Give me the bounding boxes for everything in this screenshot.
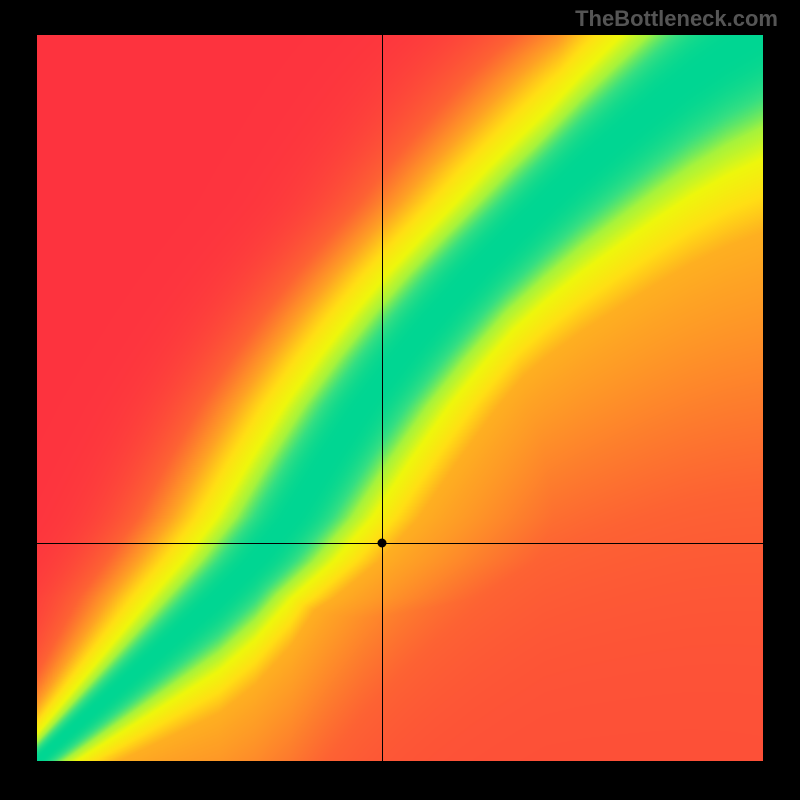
watermark-text: TheBottleneck.com xyxy=(575,6,778,32)
chart-frame: TheBottleneck.com xyxy=(0,0,800,800)
heatmap-plot-area xyxy=(37,35,763,761)
heatmap-canvas xyxy=(37,35,763,761)
